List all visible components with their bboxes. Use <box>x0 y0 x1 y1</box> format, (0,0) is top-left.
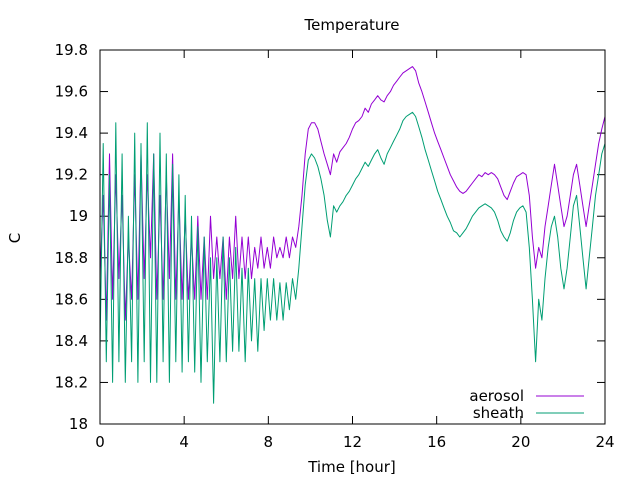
y-axis-title: C <box>6 233 24 243</box>
y-tick-label: 19 <box>69 207 88 225</box>
x-tick-label: 20 <box>511 433 530 451</box>
series-layer <box>99 66 606 404</box>
y-tick-label: 18 <box>69 415 88 433</box>
y-tick-label: 18.6 <box>55 290 88 308</box>
x-axis-title: Time [hour] <box>307 458 396 476</box>
ticks-layer: 18 18.2 18.4 18.6 18.8 19 19.2 19.4 19.6 19.8 0 4 8 1… <box>55 41 615 451</box>
plot-frame <box>99 49 606 425</box>
x-tick-label: 24 <box>595 433 614 451</box>
series-line-sheath <box>99 111 606 404</box>
y-tick-label: 19.2 <box>55 166 88 184</box>
y-tick-label: 18.2 <box>55 373 88 391</box>
x-tick-label: 16 <box>427 433 446 451</box>
x-tick-label: 8 <box>264 433 274 451</box>
legend-label-aerosol: aerosol <box>469 387 524 405</box>
x-tick-label: 12 <box>343 433 362 451</box>
chart-title: Temperature <box>303 16 399 34</box>
series-line-aerosol <box>99 66 606 321</box>
y-tick-label: 19.6 <box>55 83 88 101</box>
x-tick-label: 0 <box>95 433 105 451</box>
y-tick-label: 19.4 <box>55 124 88 142</box>
y-tick-label: 18.4 <box>55 332 88 350</box>
y-tick-label: 18.8 <box>55 249 88 267</box>
y-tick-label: 19.8 <box>55 41 88 59</box>
legend-label-sheath: sheath <box>473 404 524 422</box>
x-tick-label: 4 <box>179 433 189 451</box>
